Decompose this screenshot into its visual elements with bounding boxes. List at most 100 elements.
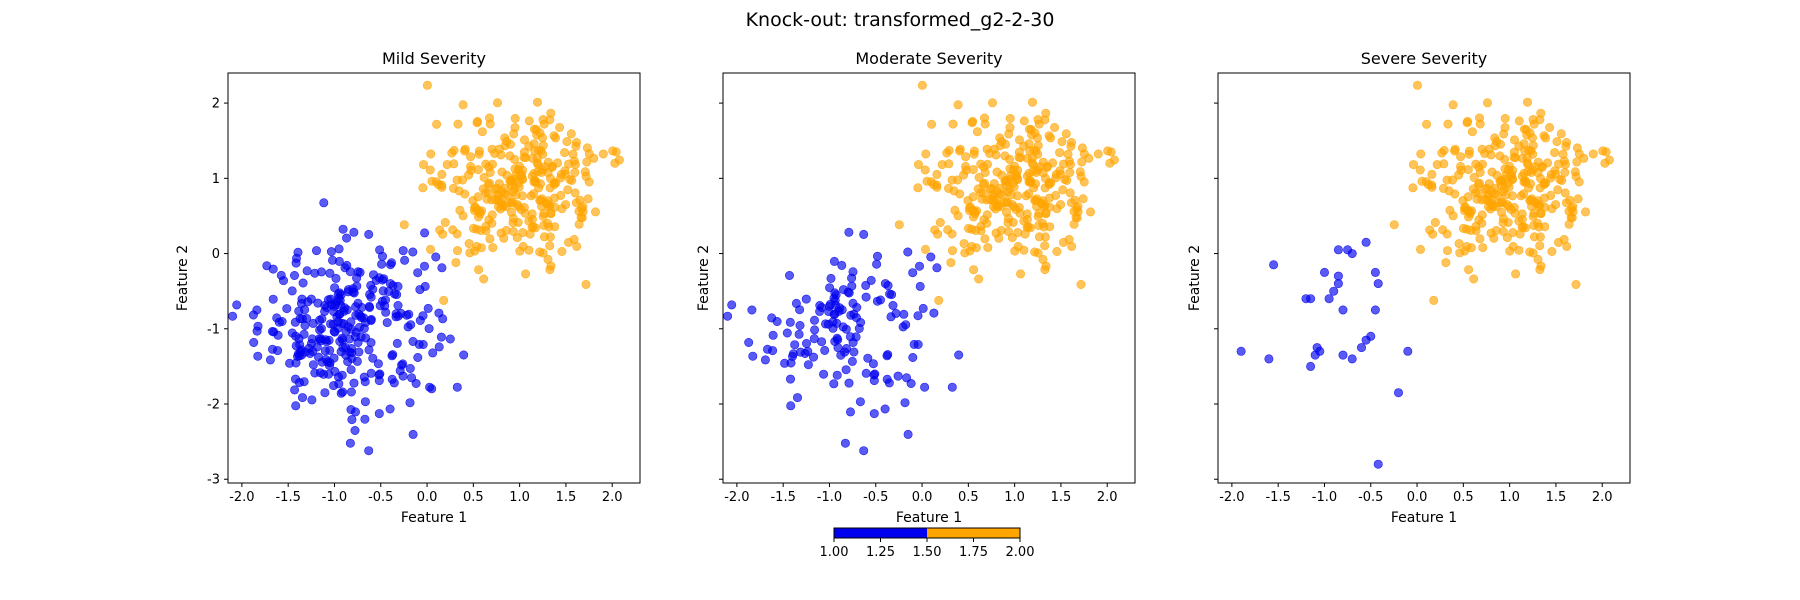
scatter-point [1535,183,1545,193]
scatter-point [920,382,930,392]
scatter-point [326,247,336,257]
scatter-point [452,175,462,185]
scatter-point [1554,159,1564,169]
scatter-point [1040,241,1050,251]
scatter-point [308,318,318,328]
scatter-point [527,153,537,163]
scatter-point [1573,194,1583,204]
scatter-point [317,357,327,367]
scatter-point [1536,108,1546,118]
scatter-point [496,150,506,160]
scatter-point [792,393,802,403]
scatter-point [991,204,1001,214]
scatter-point [1523,97,1533,107]
scatter-point [1483,190,1493,200]
scatter-point [425,165,435,175]
scatter-point [560,148,570,158]
scatter-point [795,305,805,315]
scatter-point [474,265,484,275]
x-tick-label: -0.5 [863,490,888,505]
scatter-point [1038,218,1048,228]
scatter-point [790,340,800,350]
scatter-point [577,204,587,214]
scatter-point [1005,154,1015,164]
scatter-point [427,384,437,394]
scatter-point [346,405,356,415]
scatter-point [1517,153,1527,163]
scatter-point [1477,210,1487,220]
scatter-point [1430,218,1440,228]
scatter-point [505,139,515,149]
scatter-point [1408,183,1418,193]
scatter-point [355,267,365,277]
x-tick-label: -2.0 [1219,490,1244,505]
scatter-point [959,170,969,180]
x-tick-label: -1.5 [1265,490,1290,505]
x-tick-label: 2.0 [1097,490,1118,505]
scatter-point [840,438,850,448]
x-tick-label: 0.0 [417,490,438,505]
scatter-point [524,245,534,255]
scatter-point [974,274,984,284]
scatter-point [1038,254,1048,264]
scatter-point [785,374,795,384]
scatter-point [1057,137,1067,147]
scatter-point [583,194,593,204]
scatter-point [442,160,452,170]
scatter-point [1529,119,1539,129]
scatter-point [377,275,387,285]
scatter-point [1472,194,1482,204]
scatter-point [351,302,361,312]
scatter-point [297,393,307,403]
scatter-point [485,119,495,129]
scatter-point [1370,305,1380,315]
scatter-point [1428,229,1438,239]
scatter-point [545,183,555,193]
scatter-point [565,175,575,185]
scatter-point [538,248,548,258]
colorbar-tick-label: 1.00 [820,545,849,560]
scatter-point [1040,265,1050,275]
scatter-point [883,350,893,360]
scatter-point [1477,144,1487,154]
scatter-point [392,338,402,348]
scatter-point [274,317,284,327]
scatter-point [614,155,624,165]
scatter-point [1552,137,1562,147]
scatter-point [1581,207,1591,217]
scatter-point [338,387,348,397]
scatter-point [470,202,480,212]
scatter-point [808,352,818,362]
scatter-point [1076,279,1086,289]
scatter-point [913,311,923,321]
scatter-point [1528,165,1538,175]
scatter-point [336,347,346,357]
scatter-point [342,305,352,315]
scatter-point [1051,173,1061,183]
scatter-point [1050,123,1060,133]
scatter-point [561,200,571,210]
scatter-point [265,355,275,365]
scatter-point [477,127,487,137]
scatter-point [342,233,352,243]
scatter-point [464,170,474,180]
scatter-point [991,150,1001,160]
scatter-point [1022,223,1032,233]
scatter-point [545,265,555,275]
y-tick-label: -1 [207,322,220,337]
x-tick-label: 0.5 [463,490,484,505]
scatter-point [1565,195,1575,205]
scatter-point [994,233,1004,243]
scatter-point [841,365,851,375]
scatter-point [1306,294,1316,304]
scatter-point [1500,154,1510,164]
scatter-point [249,337,259,347]
scatter-point [992,167,1002,177]
subplot-title: Mild Severity [382,49,486,68]
scatter-point [492,98,502,108]
scatter-point [262,261,272,271]
scatter-point [1003,227,1013,237]
scatter-point [932,182,942,192]
scatter-point [1078,194,1088,204]
scatter-point [744,337,754,347]
